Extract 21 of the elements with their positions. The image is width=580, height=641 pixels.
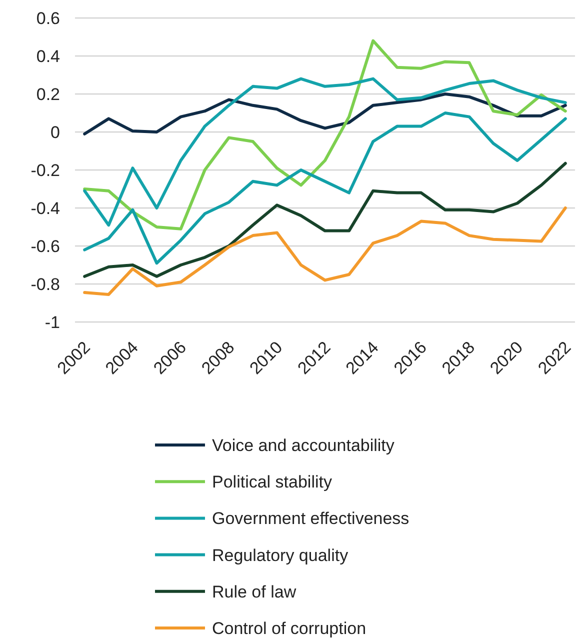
line-series: [83, 77, 567, 227]
y-tick-label: 0.4: [36, 46, 60, 66]
legend-label: Rule of law: [212, 582, 297, 602]
legend-label: Control of corruption: [212, 618, 366, 638]
line-series: [83, 112, 567, 265]
y-tick-label: -1: [44, 312, 60, 332]
line-series: [83, 92, 567, 136]
line-series: [83, 39, 567, 230]
line-series: [83, 206, 567, 296]
y-tick-label: -0.8: [30, 274, 60, 294]
legend-label: Government effectiveness: [212, 509, 410, 528]
y-tick-label: 0.2: [36, 84, 60, 104]
y-tick-label: 0.6: [36, 8, 60, 28]
legend-label: Voice and accountability: [212, 436, 395, 455]
y-tick-label: -0.2: [30, 160, 60, 180]
legend-label: Political stability: [212, 472, 332, 492]
y-tick-label: -0.4: [30, 198, 60, 218]
line-series: [83, 162, 567, 278]
legend-label: Regulatory quality: [212, 546, 349, 565]
y-tick-label: 0: [50, 122, 60, 142]
y-tick-label: -0.6: [30, 236, 60, 256]
